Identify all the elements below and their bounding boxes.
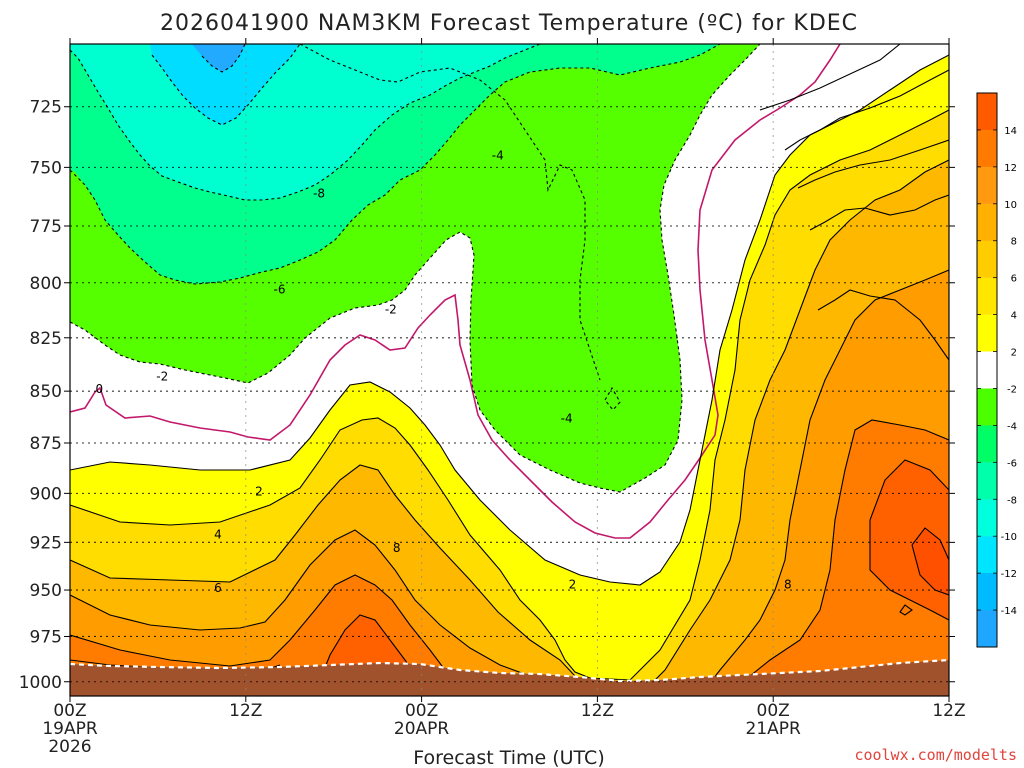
colorbar-label: 4 [1011,311,1017,322]
colorbar-swatch [977,277,997,316]
colorbar-swatch [977,573,997,611]
contour-label: 0 [95,382,103,396]
y-axis: 725 750 775 800 825 850 875 900 925 950 975 1000 [19,98,955,693]
colorbar-label: -12 [1001,569,1017,580]
colorbar-frame [976,92,998,648]
contour-label-text: -2 [156,369,168,383]
contour-label-text: 0 [95,382,103,396]
contour-label: 2 [569,577,577,591]
contour-label-text: 4 [214,528,222,542]
y-tick-label: 975 [30,627,62,647]
colorbar-label: -10 [1001,532,1017,543]
colorbar-label: -4 [1007,421,1017,432]
contour-label: -6 [274,282,286,296]
contour-label-text: 2 [255,484,263,498]
colorbar-swatch [977,351,997,389]
colorbar-label: 2 [1011,348,1017,359]
contour-label: -2 [385,302,397,316]
y-tick-label: 850 [30,382,62,402]
contour-label-text: -8 [313,186,325,200]
plot-area: -4 -8 -6 -2 -2 0 -4 2 4 8 6 2 8 [70,44,949,696]
colorbar-swatch [977,240,997,279]
colorbar: 14 12 10 8 6 4 2 -2 -4 -6 -8 -10 -12 -14 [976,92,1017,648]
x-tick-label: 12Z [932,701,965,721]
y-tick-label: 725 [30,98,62,118]
colorbar-swatch [977,203,997,242]
colorbar-swatch [977,499,997,537]
contour-label: 6 [214,581,222,595]
colorbar-swatch [977,129,997,168]
x-tick-label: 00Z [757,701,790,721]
colorbar-swatch [977,388,997,426]
colorbar-swatch [977,536,997,574]
x-tick-label: 21APR [746,719,802,739]
y-tick-label: 800 [30,274,62,294]
contour-label: -2 [156,369,168,383]
fill-cold-cyan [150,44,300,125]
colorbar-label: 12 [1004,163,1017,174]
colorbar-label: -2 [1007,384,1017,395]
contour-label-text: -6 [274,282,286,296]
colorbar-label: -8 [1007,495,1017,506]
ground-edge [70,658,949,683]
x-tick-label: 12Z [229,701,262,721]
gridlines [70,44,949,696]
contour-label-text: 6 [214,581,222,595]
colorbar-label: 8 [1011,237,1017,248]
colorbar-swatch [977,610,997,648]
contour-label: 2 [255,484,263,498]
ground [70,660,949,696]
contour-label: 8 [784,577,792,591]
x-tick-label: 19APR [42,719,98,739]
y-tick-label: 950 [30,581,62,601]
colorbar-label: 10 [1004,200,1017,211]
chart-title: 2026041900 NAM3KM Forecast Temperature (… [160,11,858,36]
x-tick-label: 20APR [394,719,450,739]
y-tick-label: 925 [30,533,62,553]
y-tick-label: 900 [30,484,62,504]
contour-label-text: -2 [385,302,397,316]
x-tick-label: 00Z [53,701,86,721]
x-tick-label: 12Z [581,701,614,721]
colorbar-swatch [977,166,997,205]
x-tick-label: 2026 [48,737,91,757]
cold-contours [70,44,761,493]
fill-green-bubble [605,388,620,410]
colorbar-swatch [977,93,997,131]
contour-label: -4 [561,411,573,425]
plot-frame [69,43,950,697]
y-tick-label: 875 [30,434,62,454]
contour-label-text: -4 [561,411,573,425]
x-axis-label: Forecast Time (UTC) [413,747,604,768]
colorbar-label: -14 [1001,606,1017,617]
contour-label: -4 [492,148,504,162]
colorbar-swatch [977,314,997,353]
fill-warm-hottest [912,528,949,595]
y-tick-label: 775 [30,217,62,237]
credit-link[interactable]: coolwx.com/modelts [854,746,1017,764]
x-tick-label: 00Z [405,701,438,721]
contour-label: 8 [393,541,401,555]
colorbar-swatch [977,462,997,500]
contour-label-text: 2 [569,577,577,591]
colorbar-label: 14 [1004,126,1017,137]
zero-contour [70,44,841,539]
contour-label: 4 [214,528,222,542]
contour-labels: -4 -8 -6 -2 -2 0 -4 2 4 8 6 2 8 [95,148,791,595]
y-tick-label: 825 [30,329,62,349]
contour-label-text: 8 [393,541,401,555]
fill-cold-blue [192,44,245,72]
colorbar-label: -6 [1007,458,1017,469]
y-tick-label: 750 [30,158,62,178]
y-tick-label: 1000 [19,673,62,693]
contour-label-text: -4 [492,148,504,162]
colorbar-swatch [977,425,997,463]
contour-label: -8 [313,186,325,200]
colorbar-label: 6 [1011,274,1017,285]
contour-label-text: 8 [784,577,792,591]
